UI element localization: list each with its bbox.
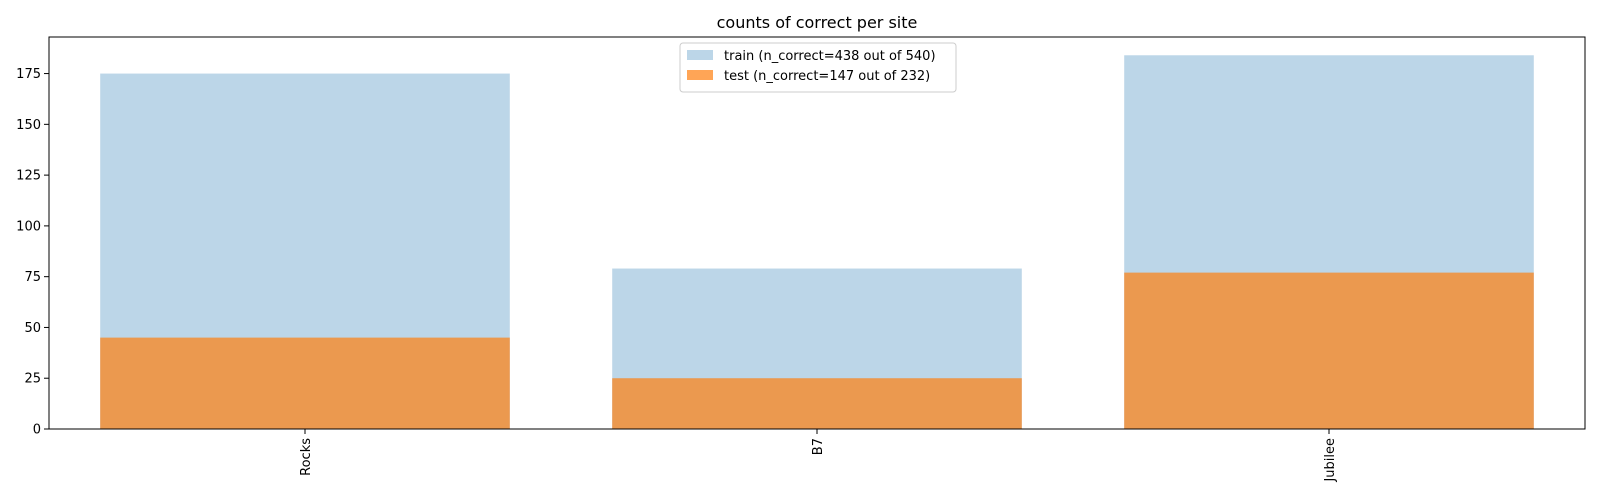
y-tick-label: 100 bbox=[16, 219, 41, 234]
x-tick-label: Rocks bbox=[299, 438, 314, 476]
chart-title: counts of correct per site bbox=[717, 13, 918, 32]
x-tick-label: B7 bbox=[811, 438, 826, 455]
bar-test-rocks bbox=[100, 337, 510, 429]
y-tick-label: 50 bbox=[24, 321, 41, 336]
y-axis: 0 25 50 75 100 125 150 175 bbox=[16, 67, 49, 438]
y-tick-label: 175 bbox=[16, 67, 41, 82]
x-axis: Rocks B7 Jubilee bbox=[299, 429, 1338, 483]
legend-label-train: train (n_correct=438 out of 540) bbox=[724, 49, 936, 64]
legend-swatch-train bbox=[687, 50, 713, 60]
y-tick-label: 0 bbox=[33, 423, 41, 438]
y-tick-label: 25 bbox=[24, 372, 41, 387]
legend-swatch-test bbox=[687, 70, 713, 80]
legend-box bbox=[679, 42, 957, 93]
bar-test-jubilee bbox=[1124, 272, 1534, 429]
y-tick-label: 150 bbox=[16, 118, 41, 133]
legend-label-test: test (n_correct=147 out of 232) bbox=[724, 69, 930, 84]
bar-test-b7 bbox=[612, 378, 1022, 429]
y-tick-label: 75 bbox=[24, 270, 41, 285]
legend: train (n_correct=438 out of 540) test (n_… bbox=[679, 42, 957, 93]
y-tick-label: 125 bbox=[16, 169, 41, 184]
x-tick-label: Jubilee bbox=[1323, 438, 1338, 483]
bars-group bbox=[100, 55, 1534, 430]
